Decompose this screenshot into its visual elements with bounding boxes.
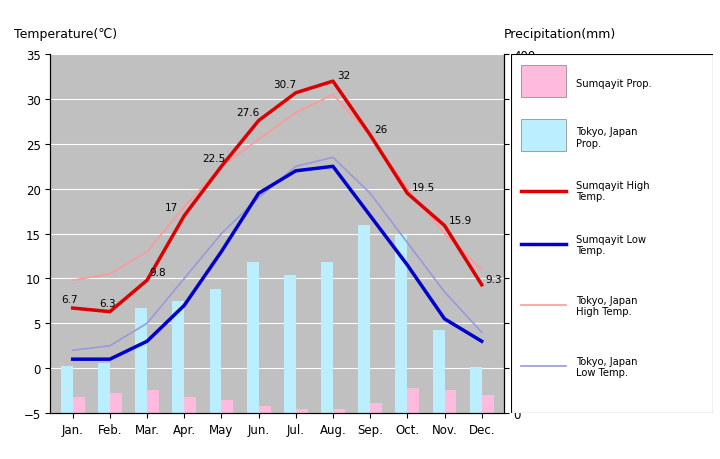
Text: 22.5: 22.5 xyxy=(202,153,225,163)
Bar xyxy=(147,390,159,413)
Text: 17: 17 xyxy=(165,203,178,213)
Bar xyxy=(359,225,370,413)
Text: 9.3: 9.3 xyxy=(486,274,503,284)
Bar xyxy=(222,400,233,413)
Text: Sumqayit Prop.: Sumqayit Prop. xyxy=(576,79,652,89)
Text: 26: 26 xyxy=(374,125,387,135)
Text: 9.8: 9.8 xyxy=(150,267,166,277)
Bar xyxy=(247,263,258,413)
Bar xyxy=(521,119,566,152)
Bar xyxy=(60,367,73,413)
Bar xyxy=(408,388,419,413)
Bar xyxy=(444,390,456,413)
Text: 30.7: 30.7 xyxy=(274,80,297,90)
Bar xyxy=(110,393,122,413)
Text: Sumqayit High
Temp.: Sumqayit High Temp. xyxy=(576,180,649,202)
Text: Tokyo, Japan
Prop.: Tokyo, Japan Prop. xyxy=(576,127,637,148)
FancyBboxPatch shape xyxy=(511,55,713,413)
Bar xyxy=(98,363,110,413)
Bar xyxy=(258,406,271,413)
Text: 6.7: 6.7 xyxy=(62,295,78,305)
Bar xyxy=(321,263,333,413)
Bar xyxy=(296,409,307,413)
Text: 27.6: 27.6 xyxy=(236,108,260,118)
Text: Precipitation(mm): Precipitation(mm) xyxy=(504,28,616,41)
Bar xyxy=(73,397,85,413)
Text: 32: 32 xyxy=(337,71,351,81)
Text: 6.3: 6.3 xyxy=(99,298,115,308)
Bar xyxy=(284,275,296,413)
Bar xyxy=(521,66,566,98)
Bar xyxy=(172,301,184,413)
Text: Temperature(℃): Temperature(℃) xyxy=(14,28,117,41)
Bar xyxy=(482,395,494,413)
Text: Tokyo, Japan
Low Temp.: Tokyo, Japan Low Temp. xyxy=(576,356,637,377)
Bar xyxy=(333,409,345,413)
Bar xyxy=(184,397,196,413)
Bar xyxy=(135,308,147,413)
Bar xyxy=(433,330,444,413)
Text: Sumqayit Low
Temp.: Sumqayit Low Temp. xyxy=(576,234,646,256)
Text: 15.9: 15.9 xyxy=(449,215,472,225)
Bar xyxy=(395,236,408,413)
Text: Tokyo, Japan
High Temp.: Tokyo, Japan High Temp. xyxy=(576,295,637,316)
Bar xyxy=(370,403,382,413)
Text: 19.5: 19.5 xyxy=(412,183,435,193)
Bar xyxy=(469,368,482,413)
Bar xyxy=(210,290,222,413)
